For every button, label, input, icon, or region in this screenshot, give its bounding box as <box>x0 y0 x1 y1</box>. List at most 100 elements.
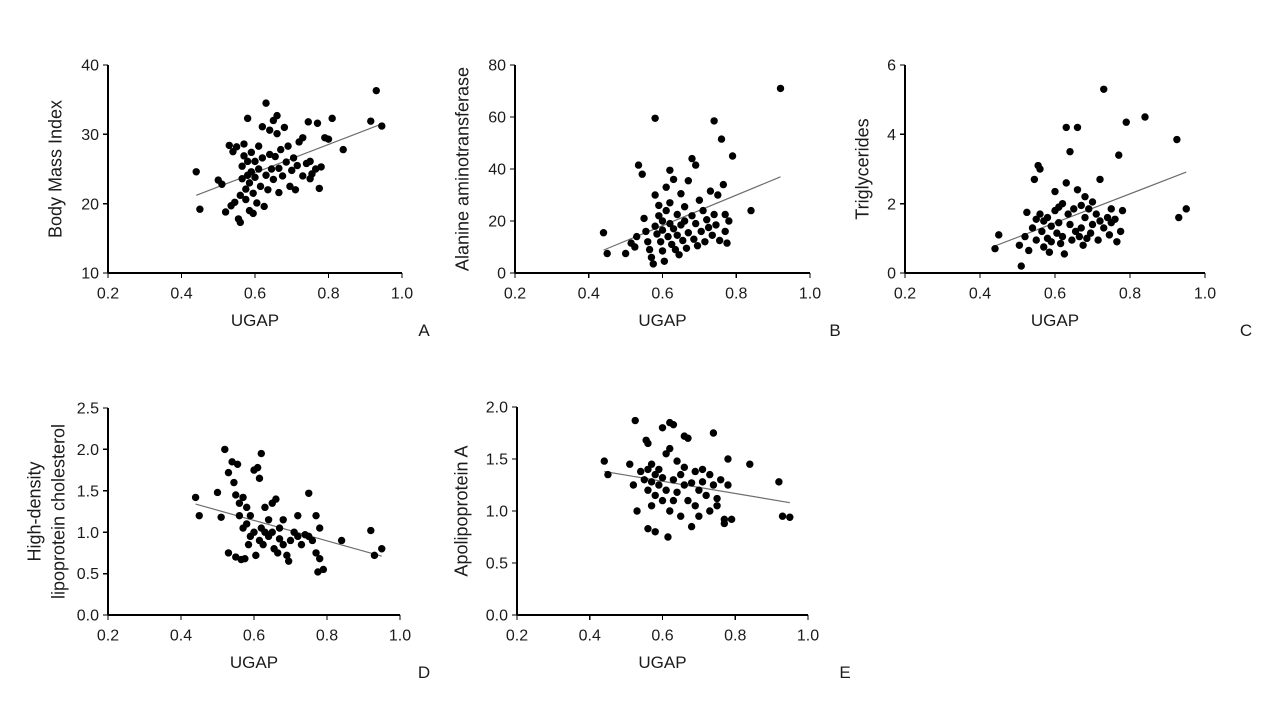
data-point <box>1085 205 1093 213</box>
data-point <box>315 184 324 193</box>
data-point <box>378 122 386 130</box>
x-tick-label: 0.4 <box>170 286 192 303</box>
data-point <box>1047 238 1055 246</box>
data-point <box>660 257 669 265</box>
data-point <box>695 512 703 520</box>
data-point <box>319 565 328 574</box>
data-point <box>697 227 705 236</box>
data-point <box>724 481 732 489</box>
data-point <box>680 217 689 225</box>
data-point <box>666 199 674 207</box>
data-point <box>1175 213 1183 222</box>
data-point <box>1113 238 1121 246</box>
data-point <box>698 478 707 486</box>
data-point <box>688 154 696 163</box>
data-point <box>647 502 656 510</box>
data-point <box>703 216 711 224</box>
panel-d: 0.0 0.5 1.0 1.5 2.0 2.5 0.2 0.4 0.6 0.8 1.0 UGAP Hig… <box>24 401 430 682</box>
data-point <box>243 503 251 512</box>
data-point <box>704 223 713 232</box>
data-point <box>701 238 709 246</box>
y-tick-label: 0 <box>497 266 506 283</box>
data-point <box>1096 217 1104 225</box>
y-tick-label: 1.5 <box>77 483 99 500</box>
data-point <box>644 238 652 246</box>
data-point <box>604 470 612 479</box>
data-point <box>633 507 641 515</box>
data-point <box>727 515 736 524</box>
data-point <box>712 221 720 229</box>
data-point <box>236 218 244 227</box>
data-point <box>1103 213 1112 222</box>
data-point <box>324 135 333 143</box>
data-point <box>1038 227 1046 236</box>
data-point <box>644 524 652 533</box>
data-point <box>286 536 295 545</box>
y-tick-label: 0.5 <box>77 566 99 583</box>
data-point <box>666 166 674 174</box>
data-point <box>653 230 661 238</box>
data-point <box>1045 248 1054 256</box>
data-point <box>241 554 249 563</box>
x-tick-label: 0.4 <box>969 286 991 303</box>
data-point <box>1088 220 1097 229</box>
data-point <box>676 470 685 479</box>
data-point <box>600 457 608 465</box>
data-point <box>1053 229 1061 237</box>
data-point <box>317 163 325 171</box>
data-point <box>717 476 725 484</box>
data-point <box>249 189 257 197</box>
data-point <box>230 478 238 487</box>
data-point <box>651 191 659 199</box>
data-point <box>638 170 646 178</box>
data-point <box>658 496 667 505</box>
data-point <box>269 175 278 184</box>
panel-b: 0 20 40 60 80 0.2 0.4 0.6 0.8 1.0 UGAP Alanine amin… <box>452 58 840 340</box>
data-point <box>282 158 290 166</box>
data-point <box>252 551 260 560</box>
data-point <box>262 171 270 179</box>
data-point <box>991 245 999 253</box>
data-point <box>293 161 301 170</box>
data-point <box>271 152 279 161</box>
data-point <box>243 157 252 166</box>
panel-letter: C <box>1240 321 1252 340</box>
data-point <box>231 198 239 206</box>
data-point <box>1040 243 1048 251</box>
data-point <box>1173 135 1181 144</box>
data-point <box>668 240 676 249</box>
y-tick-label: 2 <box>887 196 896 213</box>
data-point <box>644 439 652 448</box>
data-point <box>242 195 250 204</box>
data-point <box>632 232 641 241</box>
data-point <box>655 212 663 220</box>
data-point <box>1092 210 1100 218</box>
data-point <box>778 512 787 520</box>
data-point <box>658 474 667 482</box>
data-point <box>687 522 696 531</box>
data-point <box>669 175 678 184</box>
data-point <box>717 135 726 143</box>
data-point <box>693 242 702 250</box>
x-tick-label: 0.2 <box>97 628 119 645</box>
data-point <box>1079 241 1087 249</box>
data-point <box>232 143 241 151</box>
data-point <box>372 86 380 95</box>
data-point <box>666 444 674 453</box>
panel-a: 10 20 30 40 0.2 0.4 0.6 0.8 1.0 UGAP Body Mass Ind… <box>45 58 430 340</box>
data-point <box>1111 215 1119 223</box>
data-point <box>275 535 284 543</box>
panel-e: 0.0 0.5 1.0 1.5 2.0 0.2 0.4 0.6 0.8 1.0 UGAP Apolip… <box>451 400 850 682</box>
data-point <box>1096 175 1104 184</box>
data-point <box>649 260 657 268</box>
data-point <box>1064 210 1072 218</box>
data-point <box>673 210 681 219</box>
data-point <box>673 457 681 465</box>
data-point <box>669 496 678 505</box>
data-point <box>1060 250 1069 258</box>
data-point <box>1141 113 1149 121</box>
data-points <box>991 85 1190 270</box>
data-point <box>713 494 721 503</box>
y-tick-label: 10 <box>81 266 99 283</box>
data-point <box>1081 193 1089 201</box>
